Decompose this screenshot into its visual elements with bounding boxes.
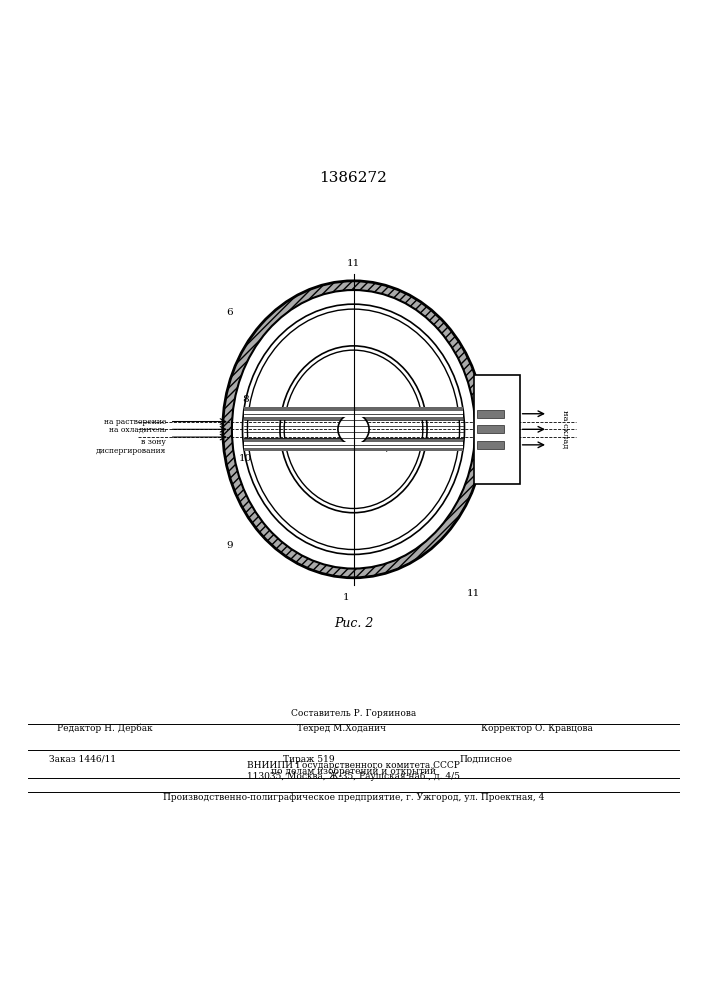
Bar	[477, 441, 504, 449]
Text: Корректор О. Кравцова: Корректор О. Кравцова	[481, 724, 592, 733]
Bar	[244, 407, 463, 420]
Text: Производственно-полиграфическое предприятие, г. Ужгород, ул. Проектная, 4: Производственно-полиграфическое предприя…	[163, 793, 544, 802]
Text: 1386272: 1386272	[320, 171, 387, 185]
Ellipse shape	[223, 281, 484, 578]
Text: 8: 8	[242, 395, 249, 404]
Bar	[477, 410, 504, 418]
Text: 11: 11	[467, 589, 480, 598]
Ellipse shape	[338, 414, 369, 445]
Bar	[244, 411, 463, 417]
Ellipse shape	[232, 290, 475, 569]
Text: в зону: в зону	[141, 438, 166, 446]
Text: на охладитель: на охладитель	[109, 425, 166, 433]
Text: 11: 11	[347, 259, 360, 268]
Bar	[477, 425, 504, 433]
Text: Тираж 519: Тираж 519	[283, 755, 334, 764]
Bar	[474, 375, 520, 484]
Text: Заказ 1446/11: Заказ 1446/11	[49, 755, 117, 764]
Bar	[244, 438, 463, 451]
Text: 7: 7	[383, 445, 390, 454]
Text: Рис. 2: Рис. 2	[334, 617, 373, 630]
Text: 113035, Москва, Ж-35, Раушская наб., д. 4/5: 113035, Москва, Ж-35, Раушская наб., д. …	[247, 772, 460, 781]
Text: на склад: на склад	[561, 410, 570, 448]
Text: 1: 1	[343, 593, 350, 602]
Text: ВНИИПИ Государственного комитета СССР: ВНИИПИ Государственного комитета СССР	[247, 761, 460, 770]
Text: на растворение: на растворение	[104, 418, 166, 426]
Text: Составитель Р. Горяинова: Составитель Р. Горяинова	[291, 709, 416, 718]
Text: 10: 10	[239, 454, 252, 463]
Text: Подписное: Подписное	[460, 755, 513, 764]
Text: диспергирования: диспергирования	[96, 447, 166, 455]
Text: Техред М.Хoданич: Техред М.Хoданич	[297, 724, 386, 733]
Text: 6: 6	[226, 308, 233, 317]
Text: Редактор Н. Дербак: Редактор Н. Дербак	[57, 724, 152, 733]
Text: по делам изобретений и открытий: по делам изобретений и открытий	[271, 766, 436, 776]
Text: 9: 9	[226, 541, 233, 550]
Bar	[244, 442, 463, 448]
